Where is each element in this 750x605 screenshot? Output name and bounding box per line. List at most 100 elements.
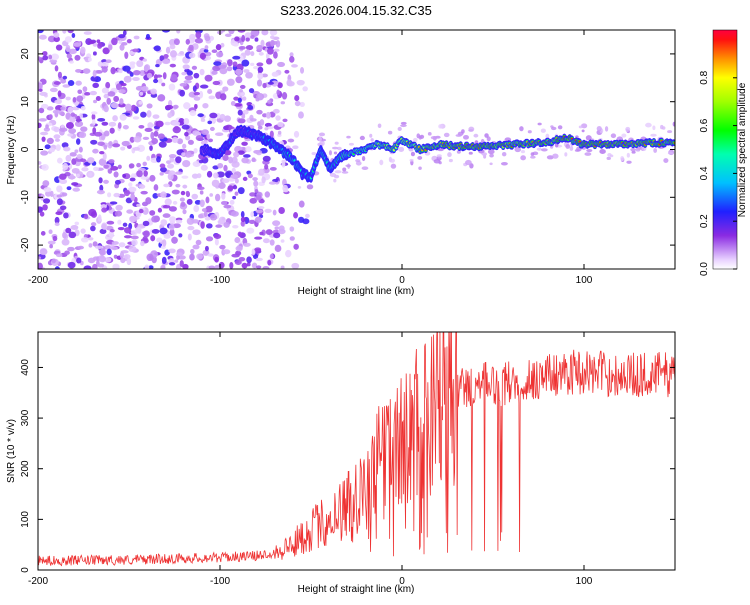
spectrogram-dot bbox=[293, 212, 299, 219]
spectrogram-dot bbox=[489, 153, 494, 158]
spectrogram-dot bbox=[247, 173, 253, 179]
spectrogram-dot bbox=[212, 80, 221, 86]
spectrogram-dot bbox=[256, 79, 263, 87]
spectrogram-dot bbox=[50, 53, 60, 61]
spectrogram-dot bbox=[620, 156, 625, 162]
spectrogram-dot bbox=[118, 34, 126, 39]
spectrogram-dot bbox=[179, 197, 185, 202]
spectrogram-dot bbox=[101, 121, 109, 126]
spectrogram-dot bbox=[473, 133, 479, 138]
spectrogram-dot bbox=[112, 115, 118, 122]
spectrogram-dot bbox=[626, 152, 630, 158]
spectrogram-dot bbox=[67, 106, 74, 114]
spectrogram-dot bbox=[126, 209, 134, 214]
spectrogram-dot bbox=[231, 253, 240, 258]
colorbar-gradient bbox=[712, 29, 738, 270]
spectrogram-dot bbox=[45, 124, 49, 129]
spectrogram-dot bbox=[222, 86, 229, 92]
spectrogram-dot bbox=[250, 211, 255, 218]
spectrogram-dot bbox=[468, 151, 473, 155]
spectrogram-dot bbox=[229, 261, 234, 269]
spectrogram-dot bbox=[387, 130, 393, 135]
spectrogram-dot bbox=[61, 142, 69, 148]
spectrogram-dot bbox=[211, 179, 220, 188]
spectrogram-dot bbox=[256, 62, 264, 67]
spectrogram-dot bbox=[176, 30, 181, 34]
spectrogram-dot bbox=[59, 127, 68, 132]
spectrogram-dot bbox=[105, 81, 111, 89]
spectrogram-dot bbox=[536, 147, 542, 151]
spectrogram-dot bbox=[263, 238, 270, 244]
spectrogram-dot bbox=[117, 122, 122, 129]
spectrogram-dot bbox=[39, 248, 48, 256]
spectrogram-dot bbox=[168, 262, 176, 266]
spectrogram-dot bbox=[132, 76, 140, 82]
spectrogram-dot bbox=[187, 225, 195, 231]
spectrogram-dot bbox=[273, 48, 280, 52]
spectrogram-dot bbox=[197, 113, 204, 118]
spectrogram-dot bbox=[168, 83, 176, 91]
spectrogram-dot bbox=[213, 172, 219, 179]
spectrogram-dot bbox=[626, 160, 632, 164]
spectrogram-dot bbox=[294, 95, 300, 102]
spectrogram-dot bbox=[124, 51, 129, 60]
spectrogram-dot bbox=[187, 233, 192, 241]
spectrogram-dot bbox=[177, 255, 186, 260]
spectrogram-dot bbox=[191, 173, 199, 179]
spectrogram-dot bbox=[157, 133, 165, 140]
spectrogram-dot bbox=[318, 136, 322, 142]
spectrogram-dot bbox=[289, 236, 295, 241]
spectrogram-dot bbox=[259, 119, 265, 126]
spectrogram-dot bbox=[233, 151, 240, 158]
spectrogram-dot bbox=[108, 44, 113, 51]
spectrogram-dot bbox=[163, 54, 169, 59]
spectrogram-dot bbox=[245, 146, 252, 153]
spectrogram-dot bbox=[109, 228, 115, 233]
spectrogram-dot bbox=[110, 246, 118, 251]
spectrogram-dot bbox=[88, 208, 97, 217]
spectrogram-dot bbox=[91, 113, 96, 121]
spectrogram-dot bbox=[238, 256, 246, 262]
spectrogram-dot bbox=[58, 173, 67, 180]
spectrogram-dot bbox=[258, 51, 264, 56]
spectrogram-dot bbox=[158, 141, 167, 148]
spectrogram-dot bbox=[635, 148, 641, 152]
spectrogram-dot bbox=[168, 39, 176, 46]
colorbar: 0.0 0.2 0.4 0.6 0.8 Normalized spectral ampl… bbox=[699, 29, 748, 276]
spectrogram-dot bbox=[200, 118, 206, 122]
spectrogram-dot bbox=[610, 133, 617, 139]
spectrogram-dot bbox=[155, 74, 163, 78]
spectrogram-dot bbox=[104, 257, 112, 263]
snr-x-tick-label: 0 bbox=[399, 576, 405, 587]
spectrogram-dot bbox=[92, 51, 97, 56]
spectrogram-dot bbox=[342, 167, 347, 172]
spectrogram-dot bbox=[73, 42, 82, 47]
spectrogram-dot bbox=[118, 40, 123, 44]
spectrogram-dot bbox=[355, 161, 362, 166]
spectrogram-dot bbox=[108, 121, 117, 127]
spectrogram-dot bbox=[152, 114, 160, 119]
spectrogram-dot bbox=[97, 141, 105, 146]
spectrogram-dot bbox=[119, 98, 124, 105]
snr-y-tick-label: 0 bbox=[20, 567, 31, 573]
snr-y-tick-label: 300 bbox=[20, 409, 31, 426]
spectrogram-dot bbox=[294, 100, 301, 107]
spectrogram-dot bbox=[193, 204, 200, 213]
spectrogram-dot bbox=[62, 84, 71, 88]
spectrogram-dot bbox=[144, 127, 153, 133]
spectrogram-dot bbox=[267, 99, 272, 104]
spectrogram-dot bbox=[80, 158, 87, 163]
spectrogram-dot bbox=[237, 187, 245, 195]
spectrogram-dot bbox=[606, 156, 611, 161]
spectrogram-x-tick-label: 100 bbox=[576, 275, 593, 286]
spectrogram-dot bbox=[242, 96, 247, 101]
spectrogram-dot bbox=[215, 44, 222, 51]
spectrogram-dot bbox=[94, 131, 103, 137]
spectrogram-dot bbox=[355, 159, 361, 163]
spectrogram-dot bbox=[456, 150, 461, 154]
spectrogram-dot bbox=[232, 61, 238, 67]
spectrogram-dot bbox=[204, 216, 211, 221]
spectrogram-dot bbox=[90, 75, 98, 82]
spectrogram-dot bbox=[176, 138, 184, 145]
spectrogram-dot bbox=[448, 158, 453, 163]
